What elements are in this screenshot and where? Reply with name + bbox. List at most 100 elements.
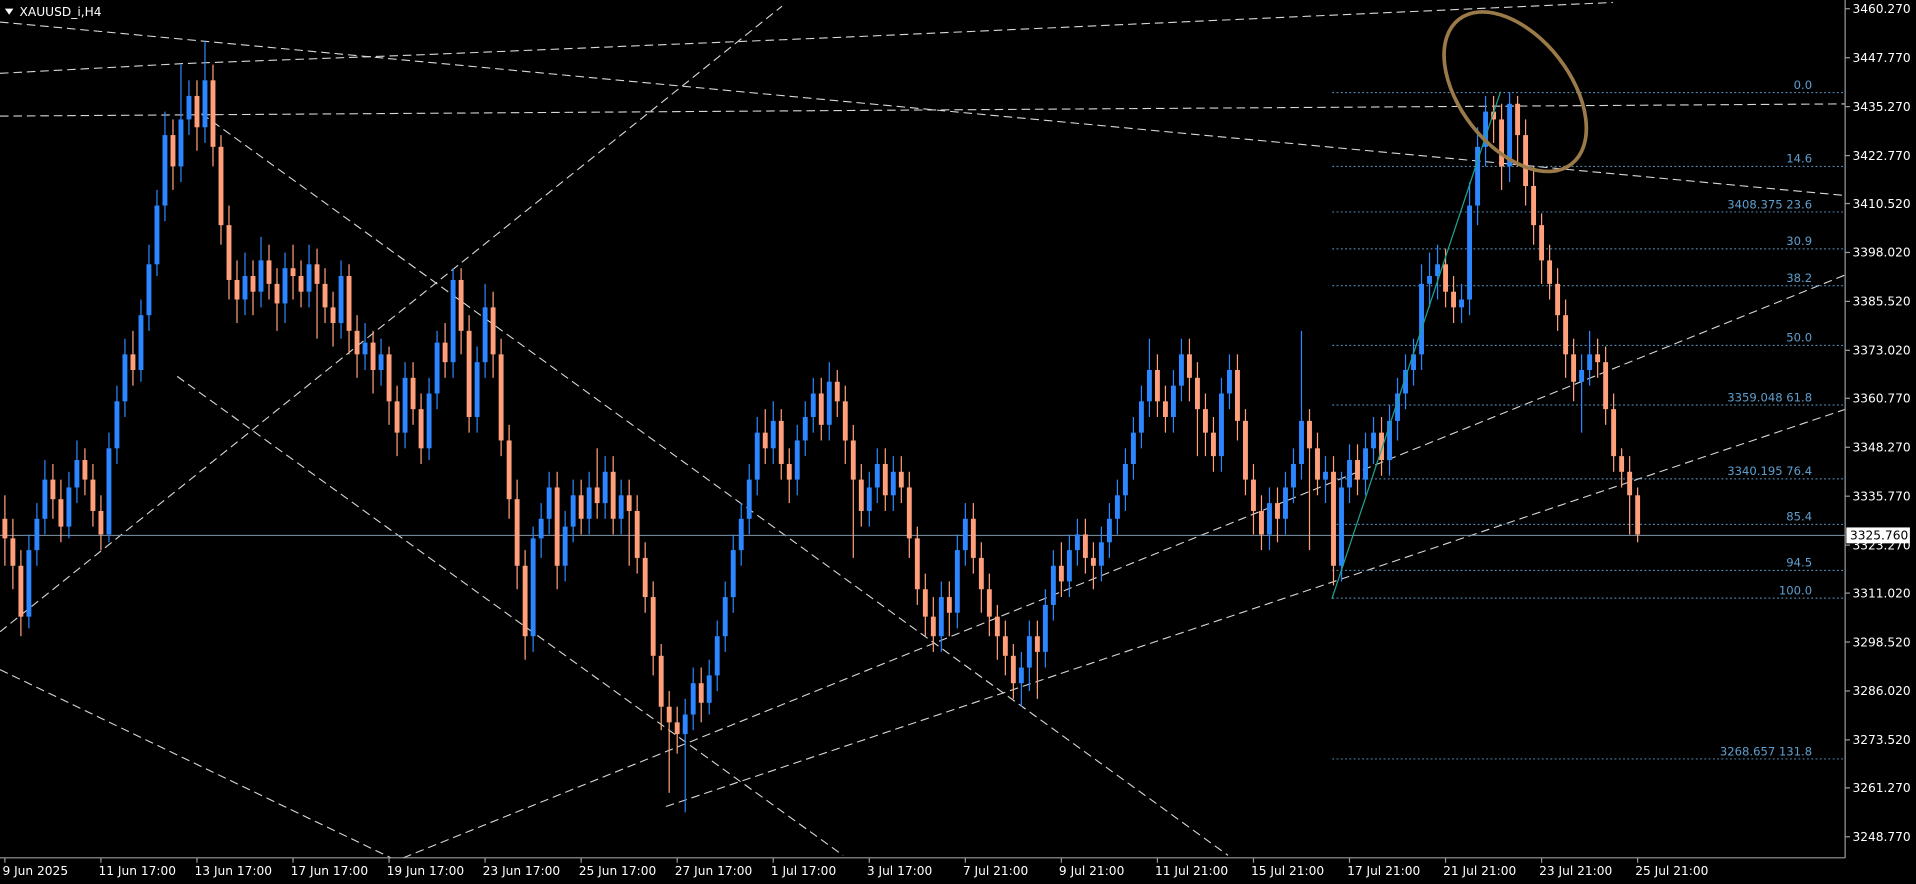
candle-body bbox=[186, 95, 192, 120]
candle-body bbox=[930, 616, 936, 637]
candle-body bbox=[58, 499, 64, 527]
candle-body bbox=[1066, 550, 1072, 582]
candle-body bbox=[546, 487, 552, 519]
candle-body bbox=[1427, 276, 1432, 284]
candle-body bbox=[826, 381, 832, 425]
candle-body bbox=[658, 655, 664, 707]
candle-body bbox=[586, 487, 592, 519]
candle-body bbox=[258, 260, 264, 292]
candle-body bbox=[1587, 354, 1593, 371]
candle-body bbox=[794, 440, 800, 480]
candle-body bbox=[330, 307, 336, 324]
x-tick-label: 11 Jul 21:00 bbox=[1155, 864, 1228, 878]
candle-body bbox=[1355, 460, 1360, 480]
candle-body bbox=[850, 440, 856, 480]
candle-body bbox=[698, 683, 704, 703]
candle-body bbox=[386, 354, 392, 402]
candle-body bbox=[1507, 103, 1513, 167]
x-tick-label: 17 Jun 17:00 bbox=[291, 864, 369, 878]
candle-body bbox=[938, 597, 944, 637]
candle-body bbox=[858, 479, 864, 511]
candle-body bbox=[34, 518, 40, 551]
candle-body bbox=[722, 597, 728, 637]
x-tick-label: 15 Jul 21:00 bbox=[1251, 864, 1324, 878]
candle-body bbox=[1002, 636, 1008, 656]
candle-body bbox=[1283, 487, 1288, 519]
x-tick-label: 11 Jun 17:00 bbox=[98, 864, 176, 878]
candle-body bbox=[1571, 354, 1577, 382]
y-tick-label: 3422.770 bbox=[1852, 149, 1910, 163]
candle-body bbox=[154, 205, 160, 265]
candle-body bbox=[1106, 518, 1112, 543]
candle-body bbox=[610, 471, 616, 519]
candle-body bbox=[1026, 636, 1032, 668]
candle-body bbox=[242, 276, 248, 300]
candle-body bbox=[194, 95, 200, 128]
candle-body bbox=[370, 342, 376, 371]
highlight-ellipse bbox=[1442, 10, 1589, 174]
fib-label: 100.0 bbox=[1779, 584, 1812, 598]
trendline bbox=[0, 103, 1846, 117]
candle-body bbox=[738, 518, 744, 551]
candle-body bbox=[690, 683, 696, 715]
candle-body bbox=[402, 377, 408, 433]
y-tick-label: 3385.520 bbox=[1852, 295, 1910, 309]
candle-body bbox=[1170, 385, 1176, 417]
candle-body bbox=[338, 276, 344, 324]
candle-body bbox=[674, 722, 680, 735]
candle-body bbox=[1138, 401, 1144, 433]
candle-body bbox=[1579, 370, 1585, 382]
fib-label: 94.5 bbox=[1786, 556, 1812, 570]
candle-body bbox=[498, 354, 504, 441]
candle-body bbox=[874, 463, 880, 488]
candle-body bbox=[706, 675, 712, 703]
candle-body bbox=[1411, 354, 1416, 371]
candle-body bbox=[298, 276, 304, 292]
candle-body bbox=[1395, 393, 1400, 421]
candle-body bbox=[1090, 557, 1096, 566]
candle-body bbox=[1202, 409, 1208, 433]
candle-body bbox=[1539, 225, 1545, 261]
candle-body bbox=[1379, 432, 1384, 461]
candle-body bbox=[1307, 420, 1312, 449]
candle-body bbox=[970, 518, 976, 558]
candle-body bbox=[1475, 146, 1481, 206]
x-tick-label: 19 Jun 17:00 bbox=[387, 864, 465, 878]
candle-body bbox=[642, 557, 648, 598]
trendline bbox=[176, 375, 844, 856]
x-tick-label: 3 Jul 17:00 bbox=[867, 864, 932, 878]
candle-body bbox=[1042, 604, 1048, 652]
candle-body bbox=[1331, 471, 1336, 566]
candle-body bbox=[1251, 479, 1256, 511]
candle-body bbox=[450, 279, 456, 363]
candle-body bbox=[82, 460, 88, 480]
candle-body bbox=[1627, 471, 1633, 496]
candle-body bbox=[562, 526, 568, 566]
candle-body bbox=[106, 448, 112, 535]
candle-body bbox=[1154, 370, 1160, 402]
candle-body bbox=[842, 401, 848, 441]
y-tick-label: 3373.020 bbox=[1852, 344, 1910, 358]
candle-body bbox=[1098, 542, 1104, 566]
candle-body bbox=[314, 264, 320, 284]
candle-body bbox=[266, 260, 272, 284]
fib-label: 0.0 bbox=[1794, 78, 1812, 92]
candle-body bbox=[1483, 111, 1489, 147]
trendline bbox=[665, 408, 1846, 808]
candle-body bbox=[1082, 534, 1088, 558]
x-tick-label: 13 Jun 17:00 bbox=[195, 864, 273, 878]
candle-body bbox=[1555, 283, 1561, 316]
candle-body bbox=[1451, 291, 1457, 308]
candle-body bbox=[1219, 393, 1224, 457]
candle-body bbox=[946, 597, 952, 613]
candle-body bbox=[618, 495, 624, 519]
candle-body bbox=[1122, 463, 1128, 496]
candle-body bbox=[1635, 495, 1641, 535]
candle-body bbox=[866, 487, 872, 511]
candle-body bbox=[250, 276, 256, 292]
candle-body bbox=[682, 714, 688, 735]
candle-body bbox=[282, 268, 288, 304]
candle-body bbox=[354, 330, 360, 355]
candle-body bbox=[666, 706, 672, 723]
